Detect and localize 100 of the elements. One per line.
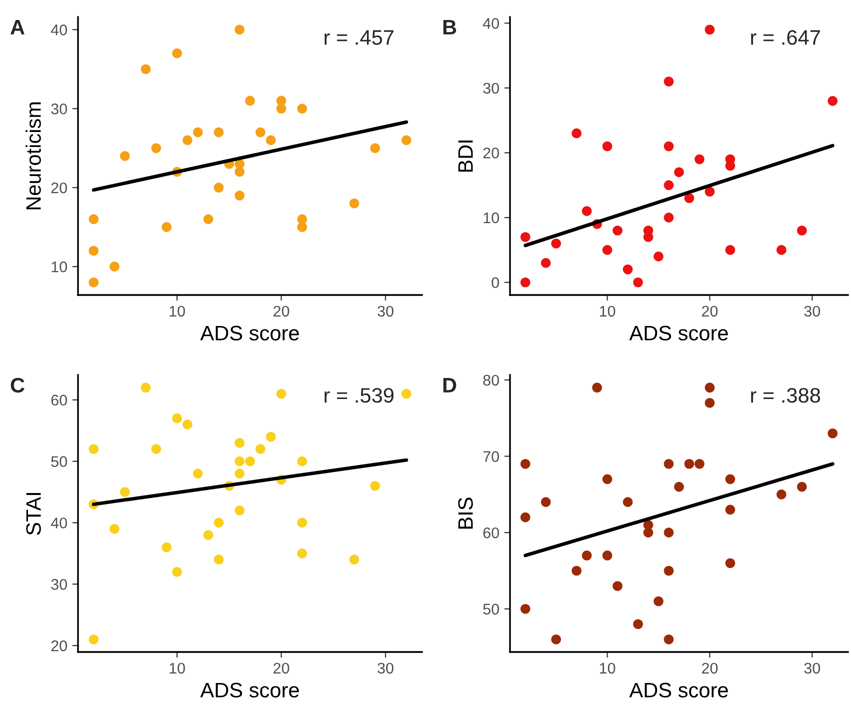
point xyxy=(162,222,172,232)
point xyxy=(214,554,224,564)
chart-title: D xyxy=(443,378,456,392)
point xyxy=(612,226,622,236)
point xyxy=(276,104,286,114)
y-tick-label: 10 xyxy=(52,261,67,272)
annotation: r = .388 xyxy=(751,388,820,403)
point xyxy=(828,96,838,106)
x-tick-label: 10 xyxy=(170,306,185,317)
point xyxy=(140,64,151,74)
point xyxy=(172,413,182,424)
point xyxy=(214,518,224,528)
point xyxy=(234,24,244,35)
point xyxy=(120,151,130,161)
point xyxy=(297,518,308,528)
point xyxy=(370,143,380,154)
point xyxy=(234,438,244,448)
point xyxy=(203,214,214,224)
y-tick-label: 60 xyxy=(483,527,499,538)
x-tick-label: 20 xyxy=(702,306,718,317)
y-axis-title: BIS xyxy=(458,498,473,529)
point xyxy=(664,76,674,86)
point xyxy=(540,497,551,507)
point xyxy=(245,456,255,466)
y-tick-label: 30 xyxy=(51,579,67,590)
x-axis-title: ADS score xyxy=(200,682,299,698)
point xyxy=(582,550,592,560)
point xyxy=(643,232,654,242)
point xyxy=(776,490,786,500)
point xyxy=(704,382,715,392)
y-tick-label: 80 xyxy=(483,374,499,386)
x-tick-label: 30 xyxy=(804,306,820,317)
point xyxy=(572,566,582,576)
point xyxy=(214,182,224,192)
point xyxy=(654,252,664,262)
y-axis-title: STAI xyxy=(26,493,41,535)
point xyxy=(214,127,224,138)
y-tick-label: 20 xyxy=(51,182,67,194)
point xyxy=(520,512,530,522)
point xyxy=(151,444,162,454)
point xyxy=(572,128,582,138)
point xyxy=(654,596,664,606)
x-tick-label: 10 xyxy=(600,306,616,317)
point xyxy=(828,428,838,438)
x-axis-title: ADS score xyxy=(629,682,728,698)
point xyxy=(602,245,612,255)
y-tick-label: 30 xyxy=(483,82,499,94)
point xyxy=(684,458,694,469)
point xyxy=(297,104,308,114)
point xyxy=(349,554,360,564)
y-tick-label: 30 xyxy=(51,103,67,114)
chart-title: C xyxy=(10,378,24,393)
point xyxy=(266,135,276,146)
x-axis-title: ADS score xyxy=(629,326,728,341)
point xyxy=(602,474,612,484)
y-tick-label: 40 xyxy=(50,518,67,528)
x-tick-label: 20 xyxy=(702,662,718,674)
point xyxy=(592,382,602,392)
point xyxy=(797,226,807,236)
y-tick-label: 60 xyxy=(51,394,67,406)
x-tick-label: 20 xyxy=(274,662,290,674)
annotation: r = .647 xyxy=(751,30,820,45)
point xyxy=(234,506,244,516)
point xyxy=(110,262,120,272)
point xyxy=(88,277,99,288)
x-axis-title: ADS score xyxy=(200,326,299,341)
point xyxy=(704,398,715,408)
point xyxy=(664,528,674,538)
point xyxy=(120,487,130,497)
point xyxy=(602,141,612,152)
point xyxy=(520,604,530,614)
point xyxy=(520,277,530,288)
point xyxy=(725,558,736,568)
point xyxy=(612,581,622,591)
point xyxy=(520,458,530,469)
point xyxy=(297,222,308,232)
point xyxy=(234,468,244,478)
point xyxy=(349,198,360,208)
point xyxy=(234,166,244,177)
point xyxy=(540,258,551,268)
point xyxy=(401,135,412,146)
point xyxy=(140,382,151,392)
point xyxy=(203,530,214,540)
point xyxy=(725,245,736,255)
point xyxy=(633,619,643,630)
point xyxy=(162,542,172,552)
point xyxy=(520,232,530,242)
point xyxy=(776,245,786,255)
y-axis-title: BDI xyxy=(458,140,473,172)
point xyxy=(664,566,674,576)
point xyxy=(192,127,203,138)
chart-title: B xyxy=(443,20,456,34)
point xyxy=(256,127,266,138)
point xyxy=(664,458,674,469)
point xyxy=(297,548,308,558)
y-tick-label: 0 xyxy=(492,277,499,288)
point xyxy=(704,24,715,35)
y-tick-label: 50 xyxy=(483,604,499,615)
x-tick-label: 30 xyxy=(378,662,394,674)
point xyxy=(245,96,255,106)
